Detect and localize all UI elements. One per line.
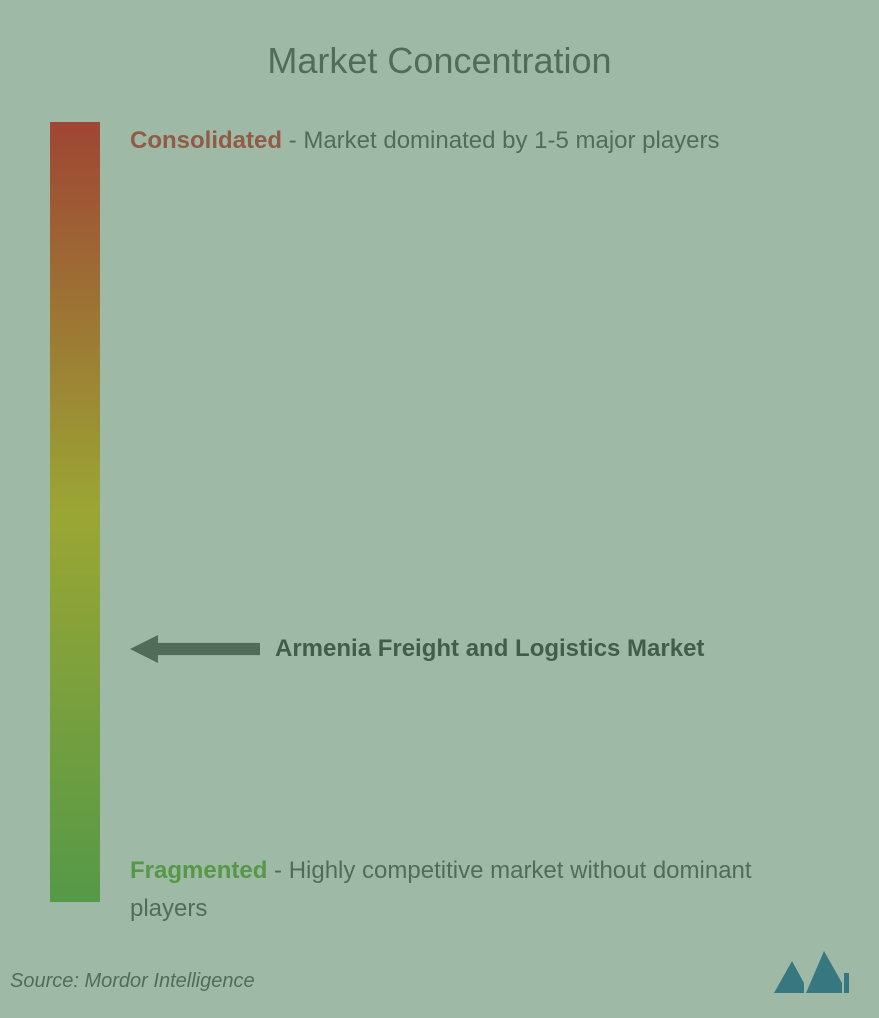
gradient-svg	[50, 122, 100, 902]
logo-icon	[774, 943, 849, 993]
text-content: Consolidated - Market dominated by 1-5 m…	[130, 122, 829, 942]
arrow-left-icon	[130, 635, 260, 663]
mordor-logo	[774, 943, 849, 998]
chart-title: Market Concentration	[50, 40, 829, 82]
fragmented-prefix: Fragmented	[130, 857, 267, 884]
fragmented-label: Fragmented - Highly competitive market w…	[130, 852, 809, 929]
consolidated-text: - Market dominated by 1-5 major players	[282, 127, 720, 154]
marker-label: Armenia Freight and Logistics Market	[275, 632, 704, 666]
concentration-gradient-bar	[50, 122, 100, 902]
source-citation: Source: Mordor Intelligence	[10, 970, 255, 993]
content-area: Consolidated - Market dominated by 1-5 m…	[50, 122, 829, 942]
chart-container: Market Concentration Consolidated - Mark…	[0, 0, 879, 1018]
market-marker: Armenia Freight and Logistics Market	[130, 632, 704, 666]
consolidated-label: Consolidated - Market dominated by 1-5 m…	[130, 122, 809, 160]
consolidated-prefix: Consolidated	[130, 127, 282, 154]
